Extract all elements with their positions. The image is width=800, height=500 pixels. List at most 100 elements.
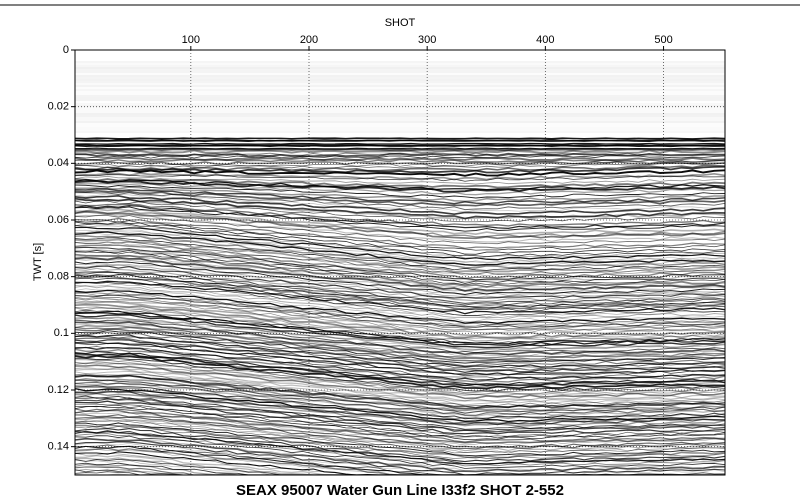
texture-line [74, 306, 726, 340]
texture-line [74, 184, 726, 199]
texture-line [74, 390, 726, 425]
texture-line [74, 200, 726, 223]
texture-line [74, 386, 726, 420]
texture-line [74, 258, 726, 293]
texture-line [74, 211, 726, 240]
texture-line [74, 210, 726, 238]
chart-title: SEAX 95007 Water Gun Line I33f2 SHOT 2-5… [236, 482, 564, 499]
x-axis-label: SHOT [385, 17, 416, 29]
texture-line [74, 368, 726, 403]
texture-line [74, 392, 726, 427]
texture-line [74, 182, 726, 196]
texture-line [74, 158, 726, 163]
texture-line [74, 361, 726, 396]
texture-line [74, 317, 725, 352]
y-tick-label: 0.08 [48, 271, 69, 283]
y-tick-label: 0.04 [48, 157, 69, 169]
texture-line [74, 427, 726, 463]
texture-line [74, 441, 726, 476]
y-tick-label: 0.02 [48, 101, 69, 113]
texture-line [74, 294, 726, 328]
texture-line [74, 256, 726, 292]
texture-line [74, 224, 726, 259]
texture-line [74, 335, 726, 370]
texture-line [74, 351, 726, 385]
texture-line [74, 263, 726, 297]
texture-line [74, 300, 726, 334]
texture-line [75, 357, 726, 392]
texture-line [74, 242, 726, 277]
texture-line [74, 145, 726, 148]
texture-line [74, 321, 726, 356]
texture-line [74, 241, 726, 275]
seismic-image [0, 61, 800, 477]
texture-line [74, 337, 726, 372]
texture-line [74, 323, 726, 357]
texture-line [74, 237, 726, 271]
texture-line [74, 255, 726, 289]
texture-line [74, 193, 726, 213]
texture-line [74, 281, 726, 316]
texture-line [74, 139, 726, 143]
x-tick-label: 200 [300, 34, 318, 46]
texture-line [74, 435, 726, 469]
texture-line [74, 198, 726, 220]
texture-line [74, 226, 726, 261]
texture-line [74, 425, 726, 459]
texture-line [74, 159, 726, 167]
texture-line [74, 416, 726, 450]
texture-line [74, 404, 726, 439]
texture-line [74, 174, 726, 182]
texture-line [74, 178, 726, 189]
texture-line [74, 231, 726, 266]
y-tick-label: 0.12 [48, 384, 69, 396]
texture-line [74, 409, 726, 445]
texture-line [74, 422, 726, 457]
texture-line [74, 238, 726, 273]
texture-line [74, 186, 725, 202]
texture-line [74, 164, 726, 172]
texture-line [74, 430, 726, 465]
texture-line [74, 381, 726, 416]
texture-line [74, 373, 726, 407]
texture-line [74, 246, 726, 281]
texture-line [74, 339, 726, 374]
texture-line [74, 155, 726, 159]
texture-line [74, 261, 726, 295]
texture-line [74, 352, 726, 387]
texture-line [74, 390, 726, 426]
texture-line [74, 165, 726, 174]
y-tick-label: 0.1 [54, 327, 69, 339]
texture-line [74, 348, 726, 383]
texture-line [74, 385, 726, 420]
texture-line [74, 346, 726, 381]
texture-line [74, 366, 726, 402]
texture-line [74, 148, 726, 151]
texture-line [74, 220, 726, 251]
texture-line [74, 180, 726, 193]
texture-line [74, 223, 726, 257]
texture-line [74, 355, 726, 390]
texture-line [74, 206, 726, 232]
y-tick-label: 0.14 [48, 441, 69, 453]
texture-line [74, 328, 726, 362]
texture-line [74, 271, 726, 306]
x-tick-label: 400 [536, 34, 554, 46]
texture-line [74, 291, 726, 326]
texture-line [75, 397, 726, 431]
texture-line [74, 442, 726, 476]
texture-line [74, 417, 726, 452]
texture-line [75, 359, 726, 394]
texture-line [74, 137, 726, 140]
texture-line [74, 400, 726, 435]
texture-line [74, 275, 726, 311]
texture-line [74, 297, 726, 331]
texture-line [74, 296, 726, 331]
texture-line [74, 301, 726, 337]
texture-line [74, 208, 726, 236]
texture-line [74, 249, 726, 284]
texture-line [74, 374, 726, 410]
plot-frame [74, 49, 726, 476]
texture-line [74, 283, 726, 318]
texture-line [74, 188, 726, 205]
